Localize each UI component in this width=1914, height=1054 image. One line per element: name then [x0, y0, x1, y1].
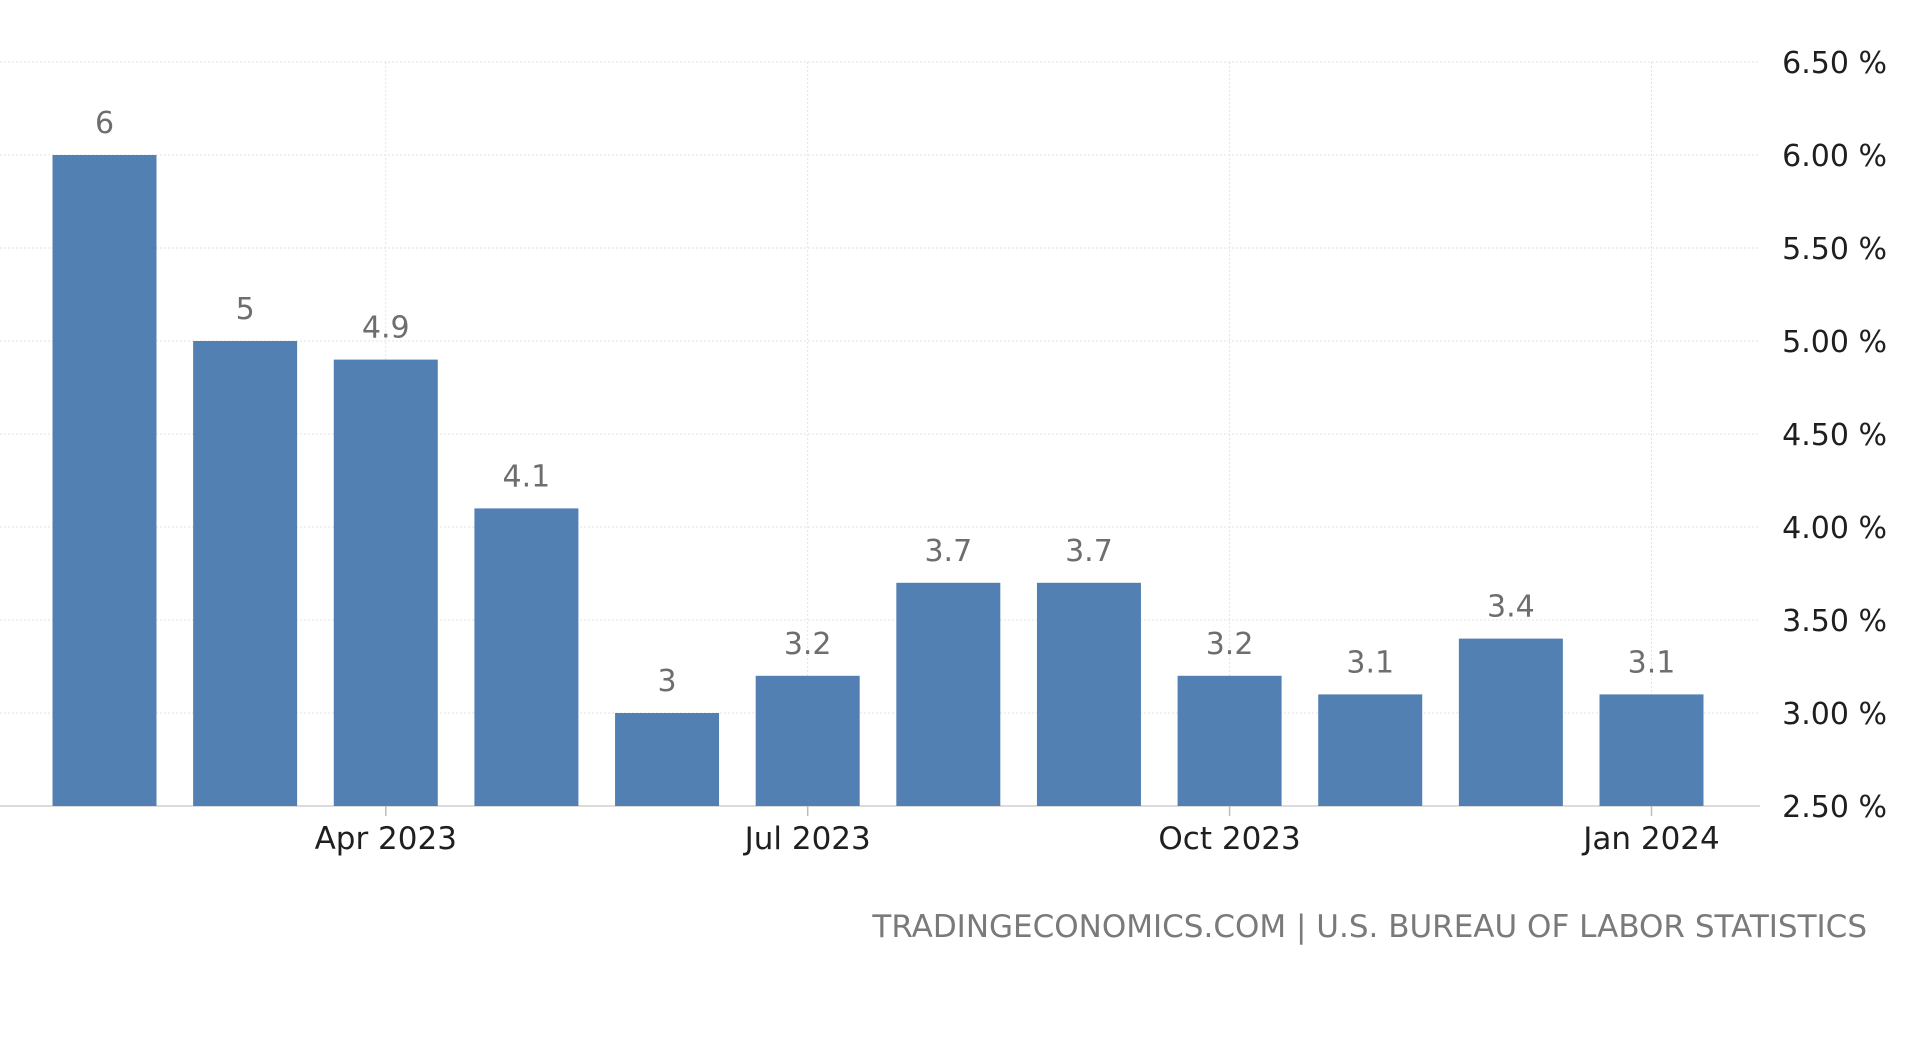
- bar-value-label: 4.1: [503, 459, 551, 494]
- bar-value-label: 3.2: [784, 627, 832, 662]
- bar-value-label: 4.9: [362, 311, 410, 346]
- bar-value-label: 3.1: [1628, 645, 1676, 680]
- y-tick-label: 3.00 %: [1782, 697, 1887, 732]
- value-labels: 6 5 4.9 4.1 3 3.2 3.7 3.7 3.2 3.1 3.4 3.1: [95, 106, 1675, 699]
- source-credit: TRADINGECONOMICS.COM | U.S. BUREAU OF LA…: [871, 909, 1867, 945]
- bar-value-label: 5: [236, 292, 255, 327]
- bar-value-label: 3.4: [1487, 590, 1535, 625]
- bar-apr-2023[interactable]: [333, 359, 438, 806]
- x-tick-label: Jan 2024: [1581, 821, 1720, 857]
- y-tick-label: 2.50 %: [1782, 790, 1887, 825]
- bar-sep-2023[interactable]: [1036, 582, 1141, 806]
- bar-value-label: 6: [95, 106, 114, 141]
- bar-value-label: 3: [657, 664, 676, 699]
- bar-may-2023[interactable]: [474, 508, 579, 806]
- x-tick-label: Oct 2023: [1158, 821, 1300, 857]
- bar-value-label: 3.7: [1065, 534, 1113, 569]
- y-tick-label: 6.00 %: [1782, 139, 1887, 174]
- bar-value-label: 3.2: [1206, 627, 1254, 662]
- x-axis: Apr 2023 Jul 2023 Oct 2023 Jan 2024: [315, 806, 1720, 857]
- bar-jun-2023[interactable]: [615, 713, 720, 806]
- x-tick-label: Apr 2023: [315, 821, 457, 857]
- y-tick-label: 4.00 %: [1782, 511, 1887, 546]
- bar-aug-2023[interactable]: [896, 582, 1001, 806]
- y-tick-label: 5.00 %: [1782, 325, 1887, 360]
- bar-mar-2023[interactable]: [193, 341, 298, 806]
- bars: [52, 155, 1704, 806]
- bar-oct-2023[interactable]: [1177, 675, 1282, 806]
- bar-jan-2024[interactable]: [1599, 694, 1704, 806]
- bar-feb-2023[interactable]: [52, 155, 157, 806]
- bar-jul-2023[interactable]: [755, 675, 860, 806]
- bar-nov-2023[interactable]: [1318, 694, 1423, 806]
- y-tick-label: 5.50 %: [1782, 232, 1887, 267]
- y-axis: 2.50 % 3.00 % 3.50 % 4.00 % 4.50 % 5.00 % 5.50…: [1782, 46, 1887, 825]
- x-tick-label: Jul 2023: [743, 821, 871, 857]
- y-tick-label: 3.50 %: [1782, 604, 1887, 639]
- y-tick-label: 4.50 %: [1782, 418, 1887, 453]
- y-tick-label: 6.50 %: [1782, 46, 1887, 81]
- bar-dec-2023[interactable]: [1458, 638, 1563, 806]
- bar-value-label: 3.7: [924, 534, 972, 569]
- bar-value-label: 3.1: [1346, 645, 1394, 680]
